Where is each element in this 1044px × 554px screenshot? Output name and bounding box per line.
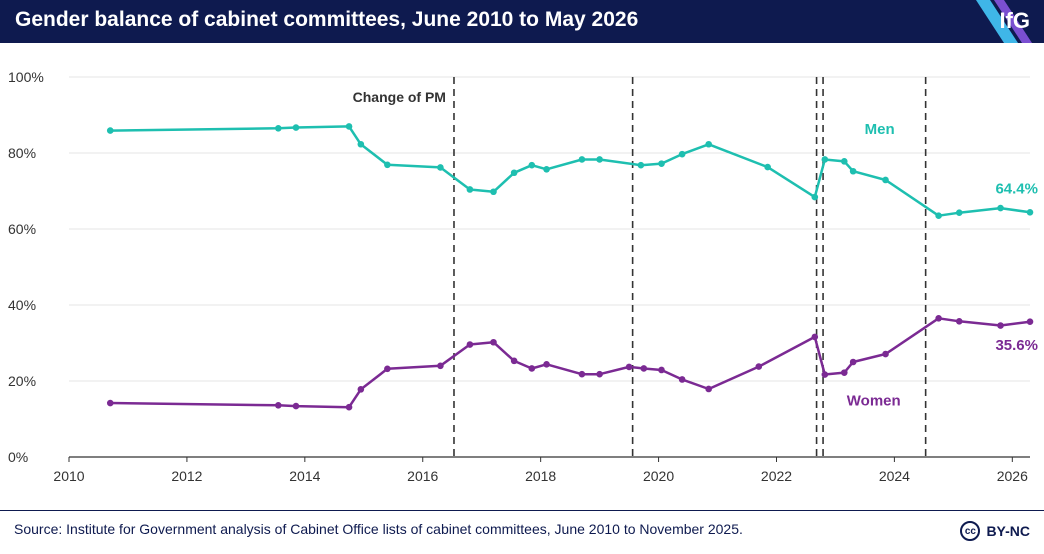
series-label-women: Women [847,392,901,409]
x-tick-label: 2014 [289,468,320,484]
data-point [678,376,686,383]
data-point [625,363,633,371]
data-point [764,163,771,171]
license-badge: cc BY-NC [960,518,1030,544]
ifg-logo: IfG [999,8,1030,33]
data-point [106,399,114,407]
data-point [490,188,497,196]
pm-change-lines [453,77,927,457]
data-point [596,370,603,378]
data-point [882,350,889,358]
y-tick-label: 20% [8,373,36,389]
data-point [658,366,665,374]
data-point [528,365,536,372]
data-point [811,333,819,341]
data-point [437,362,444,370]
data-point [106,127,114,134]
line-chart: 0% 20% 40% 60% 80% 100% 2010 2012 2014 2016 2018 20… [8,69,1038,484]
data-point [274,125,282,132]
y-tick-label: 40% [8,297,36,313]
data-point [1026,318,1034,326]
data-point [345,403,353,411]
chart-footer: Source: Institute for Government analysi… [0,510,1044,554]
data-point [997,204,1004,212]
source-note: Source: Institute for Government analysi… [14,521,743,537]
data-point [935,315,942,322]
data-point [345,123,353,130]
license-text: BY-NC [986,523,1030,539]
x-tick-label: 2022 [761,468,792,484]
chart-header: Gender balance of cabinet committees, Ju… [0,0,1044,43]
data-point [384,161,391,169]
data-point [955,318,963,325]
creative-commons-icon: cc [960,521,981,541]
labels: Change of PM Men Women 64.4% 35.6% [353,89,1038,409]
data-point [821,156,829,163]
x-tick-label: 2024 [879,468,910,484]
data-point [528,161,536,169]
y-tick-label: 80% [8,145,36,161]
page-title: Gender balance of cabinet committees, Ju… [15,8,639,31]
y-tick-label: 60% [8,221,36,237]
data-point [955,209,963,216]
data-point [840,158,848,165]
series-label-men: Men [865,121,895,138]
data-point [578,156,586,163]
data-point [292,124,300,131]
series [106,123,1034,411]
data-point [997,322,1004,329]
data-point [705,385,712,393]
axes: 0% 20% 40% 60% 80% 100% 2010 2012 2014 2016 2018 20… [8,69,1030,484]
x-tick-label: 2012 [171,468,202,484]
data-point [274,402,282,409]
data-point [882,176,889,184]
data-point [658,160,665,167]
data-point [705,140,712,148]
data-point [1026,208,1034,216]
data-point [935,212,942,219]
data-point [678,150,686,158]
y-tick-label: 0% [8,449,28,465]
data-point [543,166,550,173]
data-point [849,167,857,175]
end-label-women: 35.6% [995,337,1038,354]
data-point [437,164,444,171]
data-point [384,365,391,373]
data-point [578,370,586,378]
x-tick-label: 2026 [997,468,1028,484]
data-point [811,193,819,201]
data-point [357,386,365,393]
x-tick-label: 2016 [407,468,438,484]
y-tick-label: 100% [8,69,44,85]
data-point [543,360,550,368]
data-point [510,357,518,365]
x-tick-label: 2010 [53,468,84,484]
data-point [596,156,603,163]
brand-stripe [976,0,1032,43]
data-point [821,371,829,378]
data-point [755,363,763,370]
data-point [637,161,645,169]
data-point [292,402,300,410]
data-point [849,358,857,366]
x-tick-label: 2020 [643,468,674,484]
data-point [466,341,474,348]
series-line [110,125,1031,217]
end-label-men: 64.4% [995,180,1038,197]
data-point [466,186,474,193]
x-tick-label: 2018 [525,468,556,484]
pm-annotation: Change of PM [353,89,446,105]
data-point [490,338,497,346]
data-point [357,140,365,148]
data-point [640,365,648,372]
grid-lines [69,76,1030,382]
data-point [510,169,518,177]
data-point [840,369,848,376]
